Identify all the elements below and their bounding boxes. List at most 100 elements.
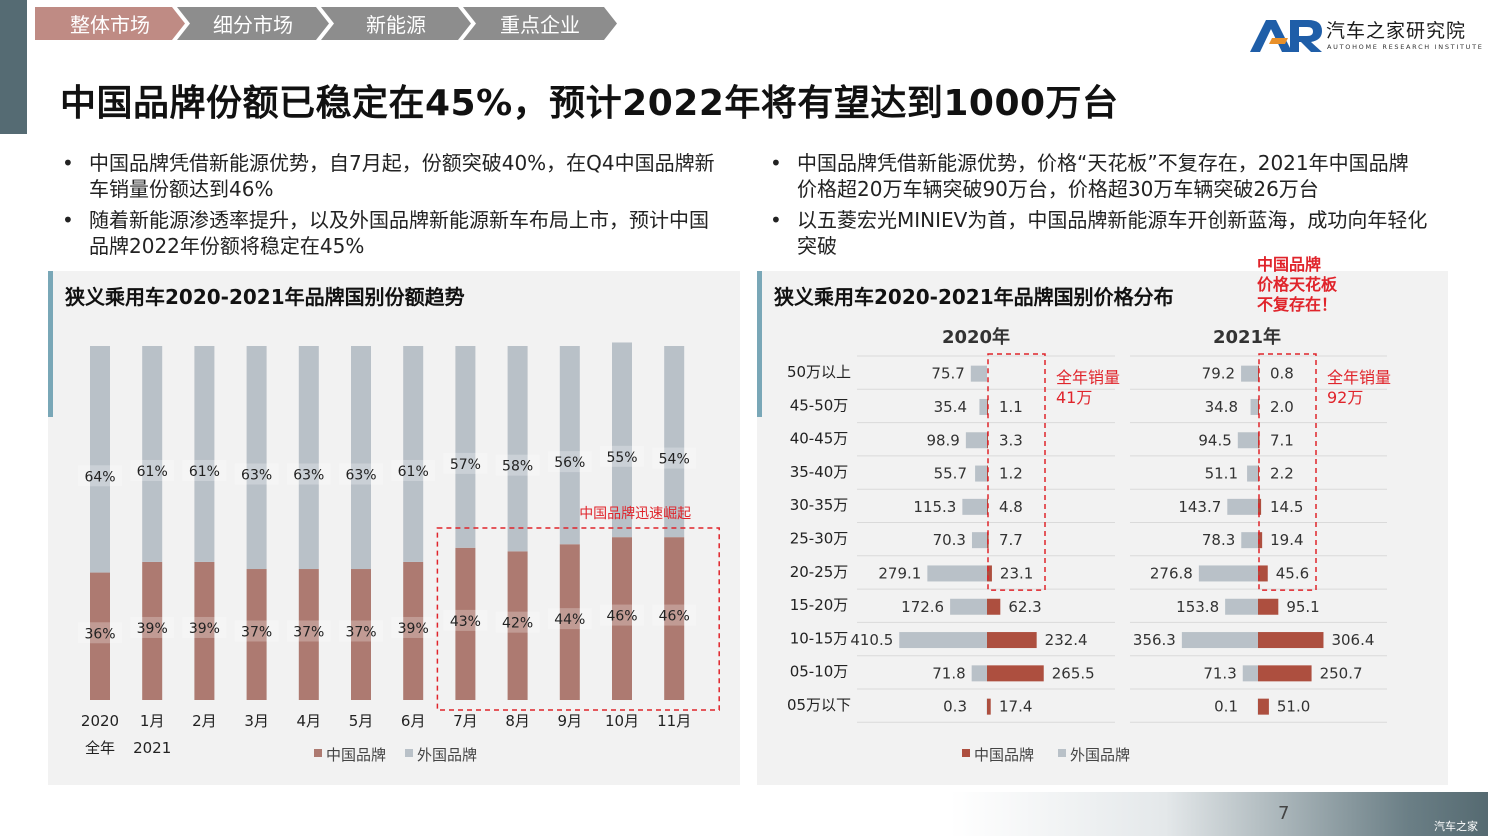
bar-foreign-brand bbox=[455, 346, 476, 548]
legend-label-foreign: 外国品牌 bbox=[1070, 746, 1130, 764]
y-category-label: 20-25万 bbox=[790, 563, 849, 581]
nav-tab-segment[interactable]: 细分市场 bbox=[177, 7, 329, 40]
data-label-foreign: 98.9 bbox=[926, 431, 959, 449]
bar-foreign-brand bbox=[950, 598, 987, 615]
data-label-foreign: 153.8 bbox=[1176, 598, 1219, 616]
data-label-foreign: 35.4 bbox=[934, 398, 967, 416]
bar-foreign-brand bbox=[975, 465, 987, 482]
annotation-box bbox=[436, 527, 720, 711]
bar-chinese-brand bbox=[1258, 532, 1263, 549]
x-tick-label: 1月 bbox=[140, 712, 165, 730]
bullet-item: 随着新能源渗透率提升，以及外国品牌新能源新车布局上市，预计中国品牌2022年份额… bbox=[60, 207, 720, 259]
data-label-chinese: 62.3 bbox=[1008, 598, 1041, 616]
label-band bbox=[495, 454, 540, 476]
legend-label-foreign: 外国品牌 bbox=[417, 746, 477, 764]
legend-label-chinese: 中国品牌 bbox=[326, 746, 386, 764]
y-category-label: 45-50万 bbox=[790, 396, 849, 414]
chart-title: 狭义乘用车2020-2021年品牌国别价格分布 bbox=[774, 285, 1174, 309]
data-label: 46% bbox=[659, 609, 690, 625]
label-band bbox=[600, 604, 644, 626]
bar-foreign-brand bbox=[142, 346, 163, 562]
price-distribution-chart: 50万以上 45-50万 40-45万 35-40万 30-35万 25-30万 20-25… bbox=[787, 255, 1391, 764]
bar-chinese-brand bbox=[90, 572, 110, 700]
data-label: 39% bbox=[137, 621, 168, 637]
data-label: 61% bbox=[189, 464, 220, 480]
panel-accent-bar bbox=[757, 271, 762, 417]
x-tick-label: 5月 bbox=[349, 712, 374, 730]
nav-tab-bg bbox=[463, 7, 617, 40]
bar-foreign-brand bbox=[664, 346, 685, 538]
nav-tab-bg bbox=[321, 7, 471, 40]
bullet-item: 中国品牌凭借新能源优势，自7月起，份额突破40%，在Q4中国品牌新车销量份额达到… bbox=[60, 150, 720, 202]
share-trend-panel: 狭义乘用车2020-2021年品牌国别份额趋势 36% 64% 2020 全年 39% 6… bbox=[48, 271, 740, 785]
bar-foreign-brand bbox=[194, 346, 215, 562]
data-label-chinese: 3.3 bbox=[999, 431, 1023, 449]
bar-chinese-brand bbox=[612, 537, 632, 700]
data-label: 63% bbox=[293, 468, 324, 484]
share-trend-chart: 36% 64% 2020 全年 39% 61% 1月 2021 39% 61% 2月 37% 63% 3月… bbox=[78, 342, 720, 764]
nav-tab-key-companies[interactable]: 重点企业 bbox=[463, 7, 617, 40]
logo-en-text: AUTOHOME RESEARCH INSTITUTE bbox=[1327, 43, 1484, 51]
data-label: 39% bbox=[398, 621, 429, 637]
x-tick-label: 4月 bbox=[297, 712, 322, 730]
legend-swatch-foreign bbox=[1058, 749, 1066, 757]
data-label-chinese: 51.0 bbox=[1277, 698, 1310, 716]
nav-tab-bg bbox=[177, 7, 329, 40]
bar-chinese-brand bbox=[194, 561, 215, 700]
bar-chinese-brand bbox=[1258, 698, 1269, 715]
data-label-chinese: 0.8 bbox=[1270, 365, 1294, 383]
bullets-left: 中国品牌凭借新能源优势，自7月起，份额突破40%，在Q4中国品牌新车销量份额达到… bbox=[60, 150, 720, 264]
legend-swatch-foreign bbox=[405, 749, 413, 757]
left-accent-bar bbox=[0, 0, 27, 134]
bar-chinese-brand bbox=[351, 569, 371, 700]
data-label-foreign: 143.7 bbox=[1178, 498, 1221, 516]
data-label: 54% bbox=[659, 452, 690, 468]
data-label-foreign: 70.3 bbox=[933, 531, 966, 549]
label-band bbox=[234, 620, 279, 642]
data-label-foreign: 0.1 bbox=[1214, 698, 1238, 716]
bar-foreign-brand bbox=[246, 346, 267, 570]
data-label-foreign: 75.7 bbox=[931, 365, 964, 383]
data-label: 37% bbox=[345, 625, 376, 641]
logo-cn-text: 汽车之家研究院 bbox=[1326, 20, 1467, 42]
label-band bbox=[339, 620, 383, 642]
bar-foreign-brand bbox=[351, 346, 371, 570]
bar-foreign-brand bbox=[298, 346, 319, 570]
watermark: 汽车之家 bbox=[1434, 820, 1478, 833]
data-label: 36% bbox=[84, 626, 115, 642]
x-tick-label: 2020 bbox=[81, 712, 119, 730]
bar-foreign-brand bbox=[1227, 498, 1258, 515]
data-label-foreign: 78.3 bbox=[1202, 531, 1235, 549]
label-band bbox=[182, 459, 227, 481]
data-label-foreign: 0.3 bbox=[943, 698, 967, 716]
bar-foreign-brand bbox=[1225, 598, 1258, 615]
data-label-foreign: 172.6 bbox=[901, 598, 944, 616]
label-band bbox=[130, 616, 175, 638]
label-band bbox=[78, 465, 122, 487]
data-label-chinese: 2.2 bbox=[1270, 465, 1294, 483]
label-band bbox=[78, 622, 122, 644]
bar-chinese-brand bbox=[1258, 665, 1312, 682]
bar-foreign-brand bbox=[1198, 565, 1258, 582]
x-tick-label: 7月 bbox=[453, 712, 478, 730]
panel-year-label: 2021年 bbox=[1213, 326, 1281, 348]
x-tick-label: 2021 bbox=[133, 739, 171, 757]
page-number: 7 bbox=[1278, 803, 1290, 824]
bar-foreign-brand bbox=[1250, 398, 1258, 415]
bar-foreign-brand bbox=[971, 532, 987, 549]
data-label-foreign: 71.8 bbox=[932, 664, 965, 682]
label-band bbox=[547, 608, 592, 630]
bar-foreign-brand bbox=[1241, 532, 1258, 549]
bar-chinese-brand bbox=[403, 561, 424, 700]
data-label: 37% bbox=[293, 625, 324, 641]
nav-tab-overall[interactable]: 整体市场 bbox=[35, 7, 185, 40]
bar-chinese-brand bbox=[1258, 632, 1324, 649]
box-note-text: 41万 bbox=[1056, 388, 1092, 407]
legend-swatch-chinese bbox=[962, 749, 970, 757]
x-tick-label: 6月 bbox=[401, 712, 426, 730]
nav-tab-label: 新能源 bbox=[366, 13, 426, 37]
data-label-foreign: 115.3 bbox=[913, 498, 956, 516]
nav-tab-nev[interactable]: 新能源 bbox=[321, 7, 471, 40]
label-band bbox=[600, 445, 644, 467]
bar-chinese-brand bbox=[664, 537, 685, 700]
